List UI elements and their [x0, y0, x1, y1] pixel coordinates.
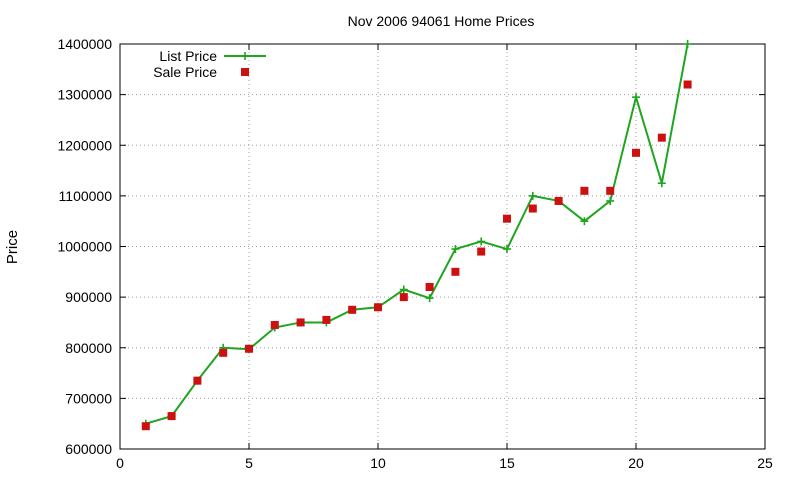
- y-tick-label: 700000: [65, 390, 112, 406]
- data-point: [503, 245, 511, 254]
- data-series: [141, 40, 692, 431]
- chart-title: Nov 2006 94061 Home Prices: [348, 13, 535, 29]
- y-tick-label: 600000: [65, 441, 112, 457]
- y-tick-label: 900000: [65, 289, 112, 305]
- x-tick-label: 5: [245, 455, 253, 471]
- data-point: [632, 148, 640, 157]
- series-line: [145, 43, 689, 425]
- series-list-price: [141, 40, 692, 428]
- series-sale-price: [141, 80, 692, 431]
- data-point: [606, 196, 615, 205]
- legend-item: List Price: [159, 48, 266, 64]
- data-point: [425, 294, 434, 303]
- data-point: [374, 303, 382, 312]
- data-point: [348, 305, 357, 314]
- data-point: [245, 344, 253, 353]
- x-tick-label: 0: [116, 455, 124, 471]
- x-tick-label: 15: [499, 455, 515, 471]
- data-point: [683, 40, 692, 48]
- x-tick-label: 20: [628, 455, 644, 471]
- data-point: [528, 204, 537, 213]
- data-point: [451, 245, 460, 254]
- data-point: [503, 214, 511, 223]
- data-point: [477, 237, 486, 246]
- data-point: [580, 186, 589, 195]
- y-tick-label: 800000: [65, 340, 112, 356]
- y-tick-label: 1200000: [57, 137, 112, 153]
- y-tick-label: 1400000: [57, 36, 112, 52]
- y-tick-label: 1000000: [57, 239, 112, 255]
- legend-sample-marker: [241, 52, 249, 60]
- data-point: [399, 285, 408, 294]
- grid-lines: [120, 44, 765, 449]
- data-point: [141, 422, 150, 431]
- data-point: [322, 315, 331, 324]
- data-point: [167, 412, 176, 421]
- data-point: [425, 283, 434, 291]
- legend-sample-marker: [241, 68, 249, 76]
- data-point: [528, 191, 537, 200]
- data-point: [683, 80, 692, 89]
- data-point: [554, 196, 563, 205]
- x-tick-label: 25: [757, 455, 773, 471]
- data-point: [580, 217, 589, 226]
- data-point: [632, 93, 640, 102]
- legend-label: List Price: [159, 48, 217, 64]
- y-axis-label: Price: [4, 230, 21, 264]
- data-point: [399, 293, 408, 302]
- data-point: [657, 133, 666, 142]
- x-tick-label: 10: [370, 455, 386, 471]
- y-tick-label: 1300000: [57, 87, 112, 103]
- y-tick-label: 1100000: [59, 188, 113, 204]
- legend-item: Sale Price: [153, 64, 249, 80]
- data-point: [296, 318, 305, 327]
- data-point: [219, 348, 228, 357]
- data-point: [657, 179, 666, 188]
- axes: 0 5 10 15 20 25 600000 700000 800000 900000 100000…: [57, 36, 773, 471]
- data-point: [451, 267, 460, 276]
- data-point: [606, 186, 615, 195]
- data-point: [270, 320, 279, 329]
- legend-label: Sale Price: [153, 64, 217, 80]
- data-point: [477, 247, 486, 256]
- data-point: [193, 376, 202, 385]
